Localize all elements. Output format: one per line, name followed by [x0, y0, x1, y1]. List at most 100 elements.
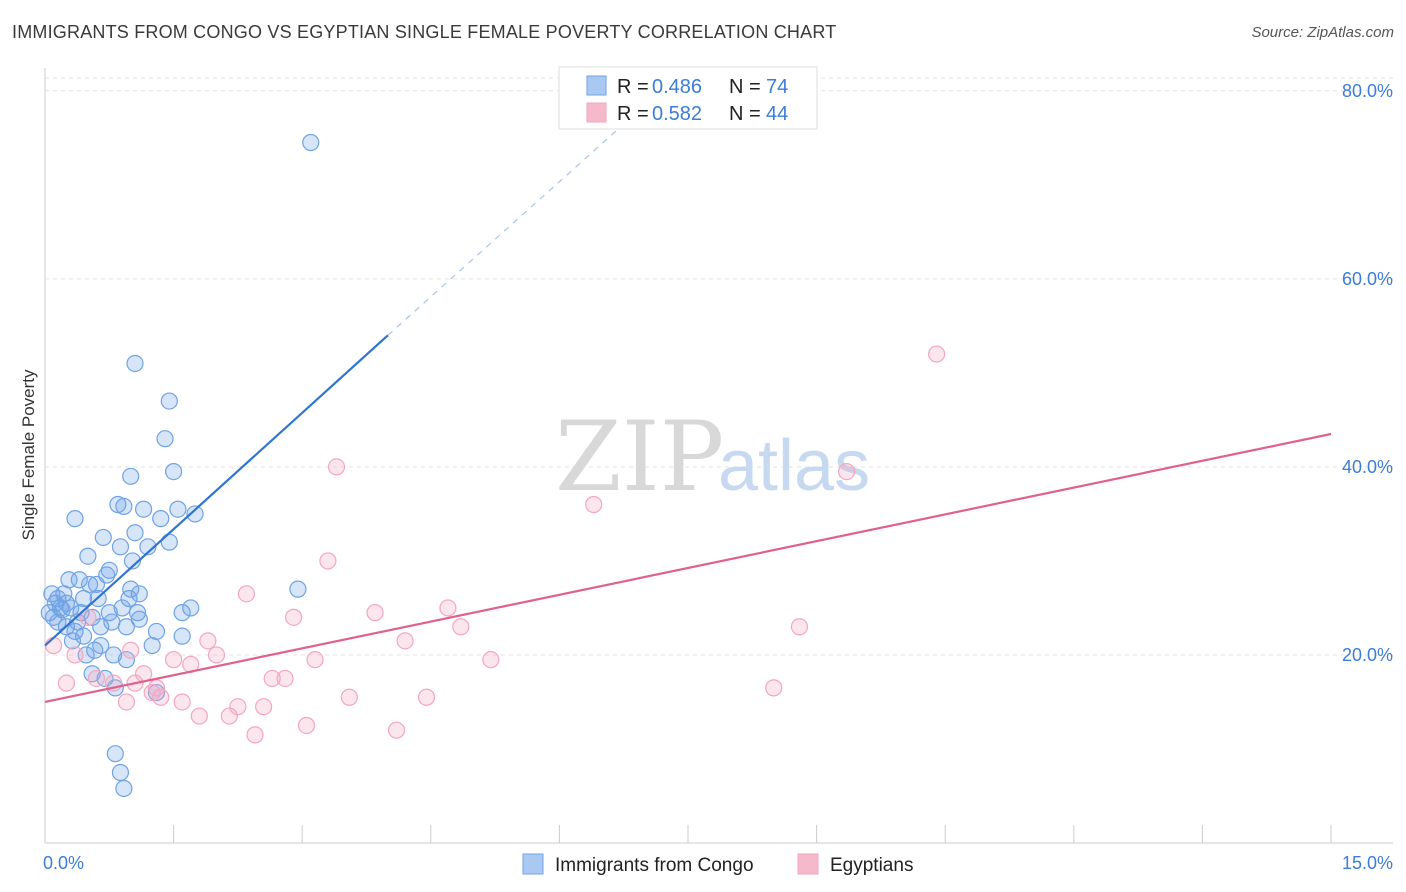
- point-egyptians: [66, 646, 84, 664]
- point-egyptians: [44, 636, 63, 655]
- point-egyptians: [285, 608, 303, 626]
- point-congo: [182, 599, 200, 617]
- point-congo: [126, 354, 144, 373]
- point-congo: [70, 571, 88, 589]
- y-axis-label: Single Female Poverty: [19, 369, 38, 541]
- point-egyptians: [122, 641, 140, 659]
- legend-r-value-congo: 0.486: [652, 76, 702, 98]
- legend-n-value-egyptians: 44: [766, 103, 788, 125]
- point-congo: [49, 613, 67, 631]
- point-congo: [111, 538, 130, 556]
- point-congo: [122, 467, 140, 485]
- point-congo: [111, 763, 130, 782]
- legend: R = 0.486 N = 74 R = 0.582 N = 44: [558, 66, 818, 130]
- point-egyptians: [838, 463, 856, 481]
- point-congo: [156, 430, 174, 448]
- point-egyptians: [366, 604, 384, 622]
- point-congo: [128, 604, 147, 622]
- point-congo: [130, 585, 148, 603]
- point-congo: [115, 497, 133, 515]
- point-egyptians: [306, 651, 324, 669]
- y-tick-label: 20.0%: [1342, 645, 1393, 665]
- point-egyptians: [229, 698, 247, 716]
- point-congo: [94, 528, 112, 547]
- point-congo: [302, 133, 320, 152]
- point-congo: [289, 580, 307, 598]
- point-egyptians: [482, 651, 500, 669]
- point-egyptians: [57, 674, 76, 692]
- point-egyptians: [165, 651, 183, 669]
- point-egyptians: [237, 585, 256, 603]
- point-egyptians: [417, 688, 436, 706]
- point-congo: [79, 547, 97, 565]
- point-congo: [173, 604, 191, 622]
- point-egyptians: [297, 716, 316, 735]
- point-congo: [126, 524, 144, 542]
- point-egyptians: [340, 688, 358, 706]
- point-congo: [152, 510, 170, 528]
- legend-r-label-egyptians: R =: [617, 103, 649, 125]
- point-congo: [66, 510, 84, 528]
- trend-line-egyptians: [44, 432, 1332, 704]
- watermark-atlas: atlas: [718, 426, 870, 506]
- point-egyptians: [585, 495, 603, 514]
- point-congo: [103, 613, 121, 631]
- point-congo: [143, 636, 161, 655]
- legend-swatch-egyptians: [586, 102, 607, 123]
- point-congo: [92, 636, 110, 655]
- point-egyptians: [928, 345, 946, 363]
- point-egyptians: [387, 721, 406, 739]
- point-congo: [134, 500, 153, 518]
- point-egyptians: [147, 679, 166, 697]
- point-congo: [122, 580, 140, 598]
- point-congo: [106, 745, 124, 763]
- point-congo: [83, 608, 101, 626]
- legend-swatch-congo: [586, 75, 607, 96]
- axes: [44, 68, 1393, 844]
- x-tick-label: 0.0%: [43, 853, 84, 873]
- point-congo: [117, 651, 136, 669]
- point-egyptians: [263, 669, 281, 688]
- point-congo: [123, 552, 142, 570]
- point-congo: [160, 533, 178, 551]
- y-tick-label: 80.0%: [1342, 81, 1393, 101]
- point-egyptians: [276, 669, 294, 688]
- point-congo: [66, 622, 84, 641]
- point-congo: [74, 589, 93, 608]
- point-egyptians: [452, 618, 470, 636]
- point-egyptians: [396, 632, 414, 650]
- point-congo: [113, 599, 131, 617]
- point-congo: [173, 627, 191, 645]
- point-congo: [98, 566, 116, 584]
- point-egyptians: [117, 693, 136, 711]
- point-egyptians: [152, 688, 170, 706]
- point-congo: [92, 618, 110, 636]
- point-egyptians: [319, 552, 337, 570]
- y-tick-label: 40.0%: [1342, 457, 1393, 477]
- point-egyptians: [207, 646, 226, 664]
- point-congo: [147, 622, 166, 641]
- point-egyptians: [327, 458, 346, 476]
- point-congo: [117, 618, 136, 636]
- watermark-zip: ZIP: [555, 401, 724, 513]
- legend-n-label-congo: N =: [729, 76, 761, 98]
- y-tick-label: 60.0%: [1342, 269, 1393, 289]
- point-congo: [165, 463, 183, 481]
- chart-source: Source: ZipAtlas.com: [1251, 24, 1394, 41]
- point-egyptians: [220, 707, 238, 725]
- point-congo: [57, 594, 76, 612]
- point-congo: [186, 505, 204, 523]
- point-egyptians: [190, 707, 208, 725]
- x-tick-label: 15.0%: [1342, 853, 1393, 873]
- tick-labels: 20.0% 40.0% 60.0% 80.0% 0.0% 15.0%: [43, 81, 1393, 873]
- point-congo: [139, 538, 157, 556]
- bottom-legend-swatch-egyptians: [797, 853, 819, 875]
- bottom-legend-label-congo: Immigrants from Congo: [555, 855, 754, 876]
- point-congo: [169, 500, 187, 518]
- point-congo: [130, 610, 148, 628]
- point-egyptians: [199, 632, 217, 650]
- data-points: [40, 133, 946, 798]
- grid-lines: [45, 77, 1393, 656]
- legend-n-value-congo: 74: [766, 76, 788, 98]
